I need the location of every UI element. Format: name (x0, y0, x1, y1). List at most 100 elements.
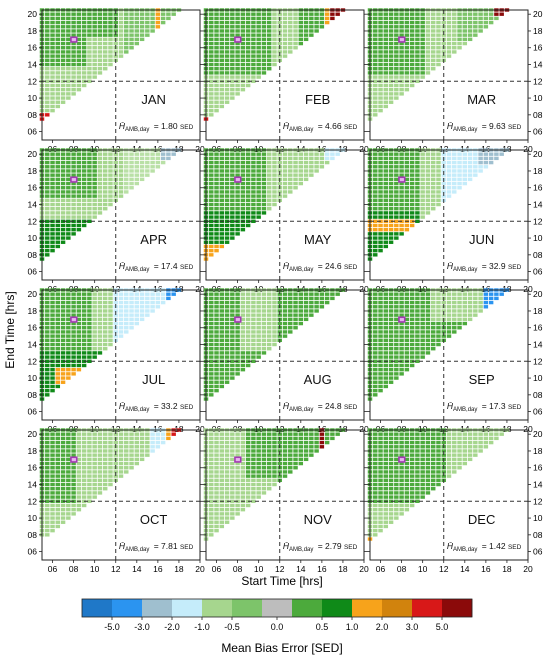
heatmap-cell (209, 338, 214, 343)
heatmap-cell (87, 326, 92, 330)
heatmap-cell (235, 169, 240, 173)
heatmap-cell (446, 50, 452, 54)
heatmap-cell (415, 305, 420, 309)
heatmap-cell (50, 351, 55, 355)
heatmap-cell (45, 240, 50, 244)
heatmap-cell (388, 495, 394, 499)
heatmap-cell (118, 436, 124, 441)
heatmap-cell (409, 300, 415, 305)
heatmap-cell (261, 33, 267, 37)
heatmap-cell (388, 457, 394, 462)
heatmap-cell (224, 87, 230, 92)
heatmap-cell (50, 71, 55, 75)
heatmap-cell (394, 474, 399, 478)
heatmap-cell (282, 321, 288, 326)
heatmap-cell (235, 342, 240, 347)
heatmap-cell (240, 71, 246, 75)
heatmap-cell (261, 190, 267, 194)
heatmap-cell (415, 351, 420, 355)
heatmap-cell (467, 29, 473, 33)
heatmap-cell (108, 305, 113, 309)
y-tick-label: 10 (28, 373, 38, 383)
heatmap-cell (436, 334, 441, 338)
heatmap-cell (383, 20, 389, 25)
heatmap-cell (415, 25, 420, 29)
heatmap-cell (50, 363, 55, 368)
heatmap-cell (261, 173, 267, 177)
heatmap-cell (60, 376, 66, 380)
heatmap-cell (409, 29, 415, 33)
heatmap-cell (92, 215, 97, 219)
heatmap-cell (81, 495, 87, 499)
heatmap-cell (214, 372, 219, 376)
heatmap-cell (256, 152, 261, 156)
heatmap-cell (261, 181, 267, 186)
heatmap-cell (378, 152, 383, 156)
heatmap-cell (45, 305, 50, 309)
heatmap-cell (288, 12, 293, 16)
heatmap-cell (81, 457, 87, 462)
heatmap-cell (55, 313, 61, 317)
heatmap-cell (129, 165, 134, 169)
heatmap-cell (388, 376, 394, 380)
heatmap-cell (230, 223, 235, 228)
heatmap-cell (209, 79, 214, 83)
heatmap-cell (436, 317, 441, 322)
heatmap-cell (430, 207, 436, 211)
heatmap-cell (436, 478, 441, 483)
heatmap-cell (102, 309, 108, 313)
heatmap-cell (245, 334, 251, 338)
heatmap-cell (282, 186, 288, 190)
heatmap-cell (415, 300, 420, 305)
heatmap-cell (415, 156, 420, 161)
heatmap-cell (76, 54, 82, 58)
heatmap-cell (66, 215, 71, 219)
heatmap-cell (436, 46, 441, 50)
heatmap-cell (282, 169, 288, 173)
panel-frame (41, 149, 201, 281)
heatmap-cell (303, 12, 309, 16)
heatmap-cell (219, 338, 225, 343)
heatmap-cell (50, 186, 55, 190)
heatmap-cell (266, 186, 272, 190)
heatmap-cell (45, 482, 50, 487)
heatmap-cell (383, 87, 389, 92)
heatmap-cell (71, 474, 76, 478)
heatmap-cell (124, 300, 129, 305)
heatmap-cell (430, 334, 436, 338)
heatmap-cell (399, 466, 404, 470)
heatmap-cell (293, 37, 298, 42)
heatmap-cell (129, 453, 134, 457)
heatmap-cell (224, 58, 230, 63)
heatmap-cell (240, 37, 246, 42)
heatmap-cell (415, 202, 420, 207)
heatmap-cell (430, 194, 436, 198)
heatmap-cell (219, 449, 225, 453)
heatmap-cell (50, 355, 55, 359)
heatmap-cell (139, 165, 145, 169)
heatmap-cell (420, 12, 425, 16)
heatmap-cell (50, 25, 55, 29)
heatmap-cell (81, 482, 87, 487)
heatmap-cell (45, 100, 50, 104)
heatmap-cell (383, 367, 389, 372)
heatmap-cell (409, 202, 415, 207)
heatmap-cell (378, 46, 383, 50)
heatmap-cell (399, 491, 404, 495)
heatmap-cell (102, 202, 108, 207)
heatmap-cell (378, 347, 383, 351)
heatmap-cell (467, 160, 473, 165)
heatmap-cell (102, 326, 108, 330)
heatmap-cell (256, 20, 261, 25)
heatmap-cell (383, 169, 389, 173)
heatmap-cell (399, 440, 404, 445)
heatmap-cell (214, 334, 219, 338)
heatmap-cell (441, 440, 446, 445)
heatmap-cell (373, 457, 378, 462)
heatmap-cell (60, 330, 66, 334)
heatmap-cell (214, 12, 219, 16)
heatmap-cell (394, 516, 399, 520)
heatmap-cell (71, 338, 76, 343)
heatmap-cell (71, 347, 76, 351)
